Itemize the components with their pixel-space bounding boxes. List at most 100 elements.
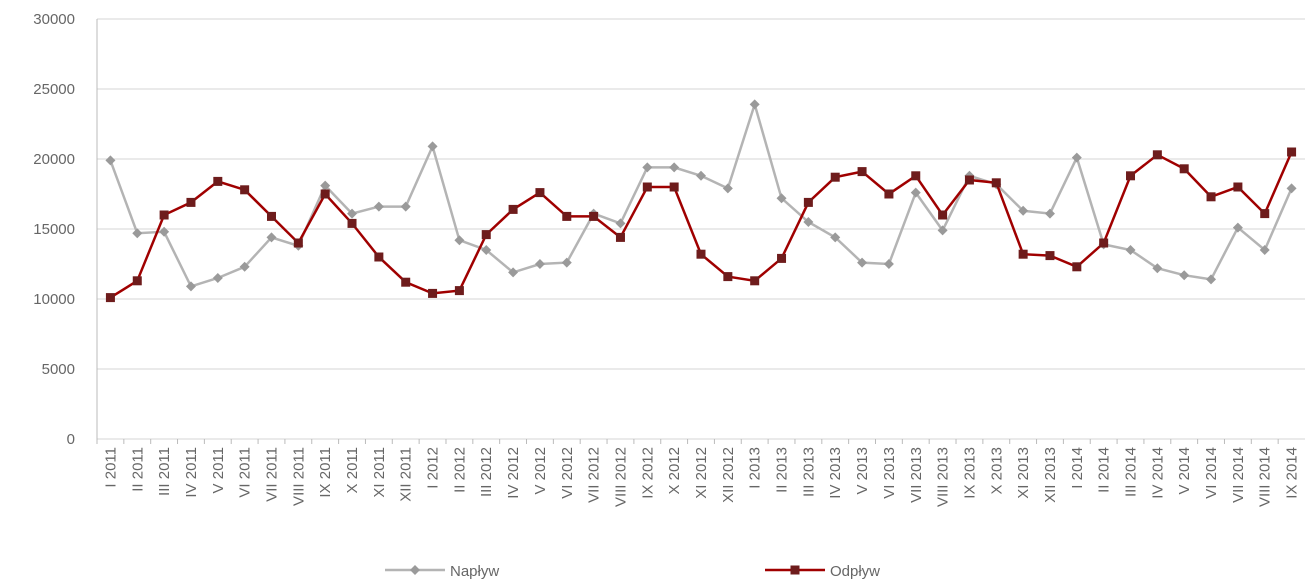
x-tick-label: VII 2011 xyxy=(263,447,280,502)
x-tick-label: IX 2012 xyxy=(639,447,656,499)
x-tick-label: IX 2013 xyxy=(961,447,978,499)
marker xyxy=(212,273,223,283)
legend-label: Napływ xyxy=(450,563,499,580)
marker xyxy=(777,253,787,263)
marker xyxy=(508,267,519,278)
marker xyxy=(991,178,1001,188)
x-tick-label: XII 2012 xyxy=(720,447,737,503)
marker xyxy=(454,286,464,296)
marker xyxy=(696,170,706,181)
marker xyxy=(159,226,170,237)
marker xyxy=(1259,245,1270,255)
x-tick-label: VIII 2014 xyxy=(1257,447,1274,507)
marker xyxy=(1206,274,1217,285)
y-tick-label: 25000 xyxy=(33,81,75,98)
marker xyxy=(1206,192,1216,202)
x-tick-label: I 2013 xyxy=(747,447,764,489)
marker xyxy=(320,189,330,199)
marker xyxy=(1125,245,1136,255)
y-tick-label: 10000 xyxy=(33,291,75,308)
x-tick-label: III 2014 xyxy=(1123,447,1140,497)
x-tick-label: II 2011 xyxy=(129,447,146,492)
x-tick-label: VI 2011 xyxy=(237,447,254,498)
marker xyxy=(213,176,223,186)
x-tick-label: V 2011 xyxy=(210,447,227,493)
marker xyxy=(1179,270,1190,281)
marker xyxy=(884,189,894,199)
marker xyxy=(749,99,760,110)
marker xyxy=(1018,205,1029,216)
legend-marker xyxy=(410,565,420,575)
marker xyxy=(374,252,384,262)
marker xyxy=(1287,147,1297,157)
marker xyxy=(938,210,948,220)
marker xyxy=(1045,251,1055,261)
marker xyxy=(803,217,814,227)
x-tick-label: IX 2014 xyxy=(1284,447,1301,499)
marker xyxy=(1260,209,1270,219)
marker xyxy=(964,175,974,185)
x-tick-label: IX 2011 xyxy=(317,447,334,498)
marker xyxy=(615,218,626,229)
x-tick-label: XI 2011 xyxy=(371,447,388,498)
marker xyxy=(910,187,921,198)
marker xyxy=(1099,238,1109,248)
marker xyxy=(1071,152,1082,163)
marker xyxy=(561,257,572,268)
marker xyxy=(669,182,679,192)
series-line xyxy=(109,100,1293,288)
x-tick-label: II 2012 xyxy=(451,447,468,493)
marker xyxy=(481,245,492,255)
marker xyxy=(401,277,411,287)
marker xyxy=(400,201,411,212)
x-tick-label: XI 2013 xyxy=(1015,447,1032,499)
marker xyxy=(803,197,813,207)
x-tick-label: X 2012 xyxy=(666,447,683,495)
x-tick-label: VI 2013 xyxy=(881,447,898,499)
x-tick-label: VII 2014 xyxy=(1230,447,1247,503)
legend-marker xyxy=(790,565,800,575)
marker xyxy=(1179,164,1189,174)
marker xyxy=(185,281,196,292)
x-tick-label: IV 2013 xyxy=(827,447,844,499)
x-tick-label: IV 2014 xyxy=(1149,447,1166,499)
marker xyxy=(642,162,653,173)
marker xyxy=(776,193,787,204)
marker xyxy=(1072,262,1082,272)
marker xyxy=(266,211,276,221)
x-tick-label: I 2012 xyxy=(425,447,442,489)
marker xyxy=(1018,249,1028,259)
marker xyxy=(240,185,250,195)
marker xyxy=(293,238,303,248)
x-tick-label: XII 2013 xyxy=(1042,447,1059,503)
marker xyxy=(132,276,142,286)
marker xyxy=(239,261,250,272)
marker xyxy=(722,183,733,194)
x-tick-label: IV 2012 xyxy=(505,447,522,499)
marker xyxy=(911,171,921,181)
marker xyxy=(481,230,491,240)
marker xyxy=(642,182,652,192)
marker xyxy=(1152,263,1163,274)
x-tick-label: III 2011 xyxy=(156,447,173,496)
x-tick-label: III 2012 xyxy=(478,447,495,497)
marker xyxy=(1044,208,1055,219)
marker xyxy=(320,180,331,191)
x-tick-label: II 2013 xyxy=(774,447,791,493)
marker xyxy=(454,235,465,246)
marker xyxy=(615,232,625,242)
marker xyxy=(1286,183,1297,194)
marker xyxy=(857,167,867,177)
marker xyxy=(266,232,277,243)
x-tick-label: VII 2013 xyxy=(908,447,925,503)
marker xyxy=(535,188,545,198)
x-tick-label: X 2011 xyxy=(344,447,361,493)
x-tick-label: VIII 2012 xyxy=(612,447,629,507)
x-tick-label: II 2014 xyxy=(1096,447,1113,493)
marker xyxy=(508,204,518,214)
marker xyxy=(669,162,680,173)
x-tick-label: IV 2011 xyxy=(183,447,200,498)
x-tick-label: V 2014 xyxy=(1176,447,1193,495)
x-tick-label: V 2013 xyxy=(854,447,871,495)
